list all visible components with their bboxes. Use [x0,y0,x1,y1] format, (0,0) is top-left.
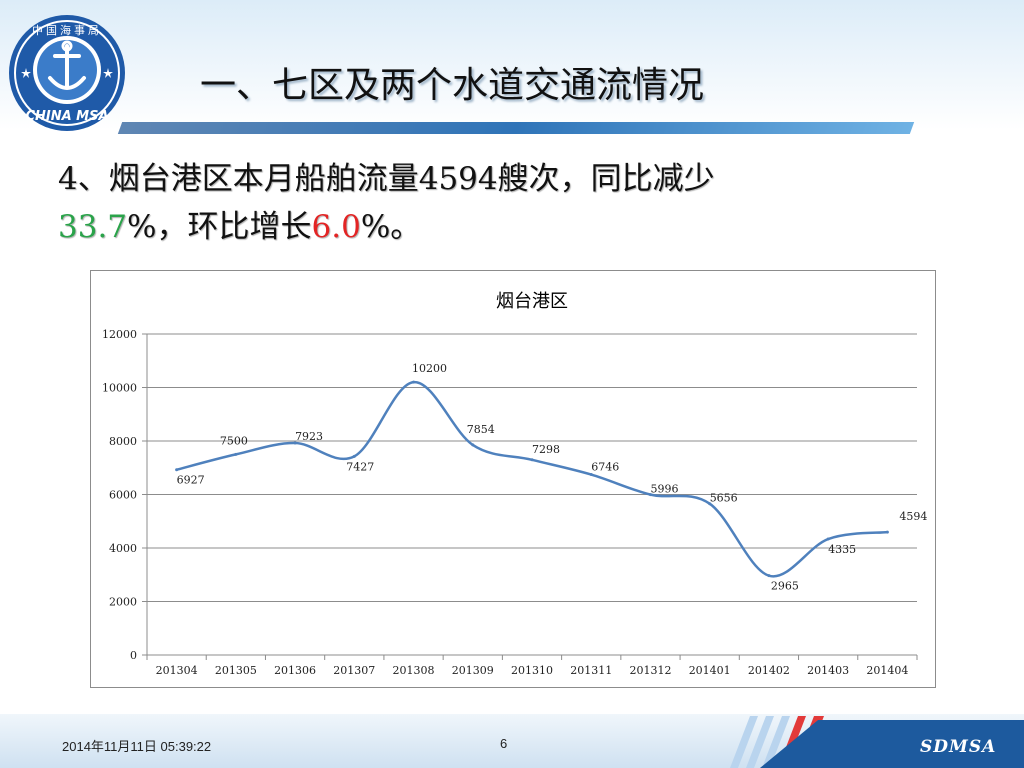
series-line [176,380,888,578]
data-label: 2965 [771,580,799,593]
data-label: 5656 [710,492,738,505]
data-point [885,530,889,534]
y-tick-label: 10000 [102,382,137,395]
y-tick-label: 8000 [109,435,137,448]
header-stripe [117,122,915,134]
footer-date: 2014年11月11日 05:39:22 [62,739,212,754]
x-tick-label: 201312 [629,664,671,677]
yoy-decrease-value: 33.7 [58,209,128,245]
data-label: 4335 [828,543,856,556]
x-tick-label: 201306 [274,664,316,677]
data-label: 7854 [467,423,495,436]
svg-text:中国海事局: 中国海事局 [32,23,102,37]
y-tick-label: 0 [130,649,137,662]
data-label: 6927 [177,474,205,487]
subtitle-prefix: 4、烟台港区本月船舶流量4594艘次，同比减少 [58,161,715,197]
data-point [589,473,593,477]
x-tick-label: 201403 [807,664,849,677]
data-label: 5996 [650,483,678,496]
page-number: 6 [500,736,508,751]
x-tick-label: 201305 [215,664,257,677]
data-point [175,468,179,472]
subtitle-suffix: %。 [360,209,422,245]
data-point [826,537,830,541]
x-tick-label: 201402 [748,664,790,677]
x-tick-label: 201311 [570,664,612,677]
data-point [471,443,475,447]
data-label: 7923 [295,430,323,443]
data-label: 7500 [220,434,248,447]
y-tick-label: 2000 [109,596,137,609]
y-tick-label: 12000 [102,328,137,341]
data-point [234,452,238,456]
data-point [352,454,356,458]
y-tick-label: 4000 [109,542,137,555]
x-tick-label: 201304 [156,664,198,677]
x-tick-label: 201401 [689,664,731,677]
y-tick-label: 6000 [109,489,137,502]
china-msa-logo: 中国海事局 CHINA MSA [9,15,125,131]
x-tick-label: 201307 [333,664,375,677]
x-tick-label: 201308 [393,664,435,677]
data-label: 7427 [346,460,374,473]
data-point [708,502,712,506]
chart-container: 烟台港区 0 2000 4000 6000 8000 10000 12000 201304 201… [90,270,936,688]
data-point [412,380,416,384]
slide-header [0,0,1024,130]
footer-brand: SDMSA [920,737,997,757]
x-tick-label: 201310 [511,664,553,677]
data-point [767,574,771,578]
data-label: 10200 [412,362,447,375]
slide-subtitle: 4、烟台港区本月船舶流量4594艘次，同比减少 33.7%，环比增长6.0%。 [58,155,958,251]
data-point [293,441,297,445]
subtitle-mid: %，环比增长 [127,209,312,245]
svg-text:CHINA MSA: CHINA MSA [25,109,108,124]
data-label: 4594 [899,510,927,523]
slide-title: 一、七区及两个水道交通流情况 [200,65,705,106]
data-label: 6746 [591,461,619,474]
data-label: 7298 [532,443,560,456]
data-point [530,458,534,462]
line-chart: 烟台港区 0 2000 4000 6000 8000 10000 12000 201304 201… [102,291,927,677]
mom-increase-value: 6.0 [311,209,361,245]
data-point [648,493,652,497]
x-tick-label: 201309 [452,664,494,677]
chart-title: 烟台港区 [496,291,568,312]
x-tick-label: 201404 [866,664,908,677]
